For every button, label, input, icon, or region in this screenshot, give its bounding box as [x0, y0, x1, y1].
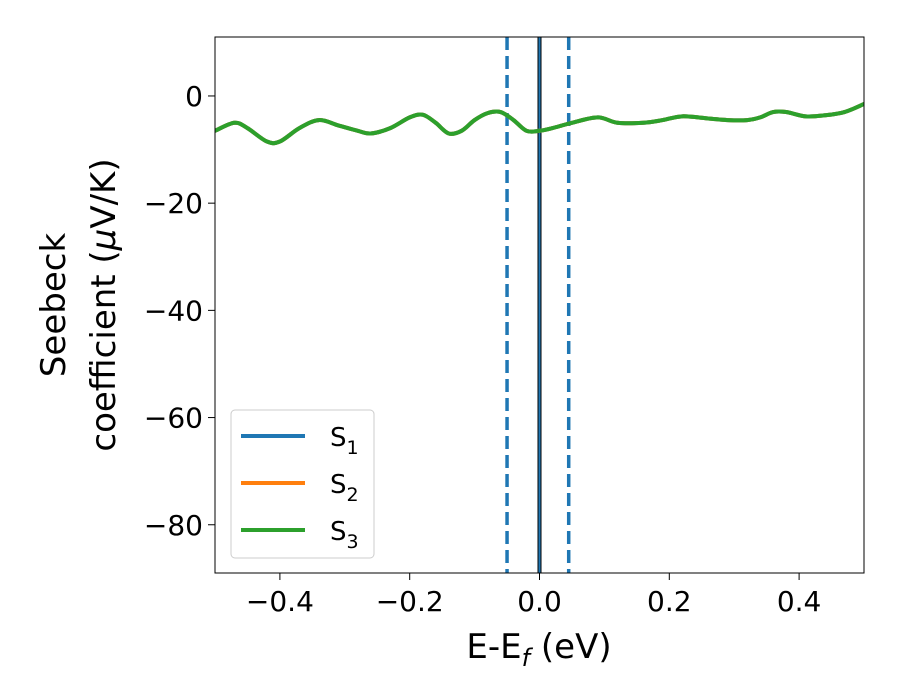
x-tick-label: 0.4 — [777, 585, 822, 618]
reference-lines — [505, 37, 571, 573]
x-tick-label: −0.4 — [246, 585, 314, 618]
legend: S1 S2 S3 — [230, 409, 375, 559]
legend-label: S1 — [330, 423, 359, 459]
legend-label: S3 — [330, 517, 359, 553]
y-tick-label: −20 — [144, 187, 203, 220]
y-tick-label: −60 — [144, 402, 203, 435]
x-axis-label: E-Ef (eV) — [466, 627, 611, 672]
x-axis-ticks: −0.4 −0.2 0.0 0.2 0.4 — [246, 573, 821, 618]
series-line-s3 — [215, 102, 864, 146]
y-axis-label: Seebeck coefficient (μV/K) — [34, 158, 124, 451]
x-tick-label: −0.2 — [376, 585, 444, 618]
y-tick-label: −40 — [144, 294, 203, 327]
x-tick-label: 0.0 — [517, 585, 562, 618]
y-tick-label: −80 — [144, 509, 203, 542]
y-tick-label: 0 — [185, 80, 203, 113]
y-axis-label-line1: Seebeck — [34, 233, 74, 378]
y-axis-label-line2: coefficient (μV/K) — [84, 158, 124, 451]
x-tick-label: 0.2 — [647, 585, 692, 618]
series-lines — [215, 102, 864, 146]
y-axis-ticks: 0 −20 −40 −60 −80 — [144, 80, 215, 542]
legend-label: S2 — [330, 470, 359, 506]
